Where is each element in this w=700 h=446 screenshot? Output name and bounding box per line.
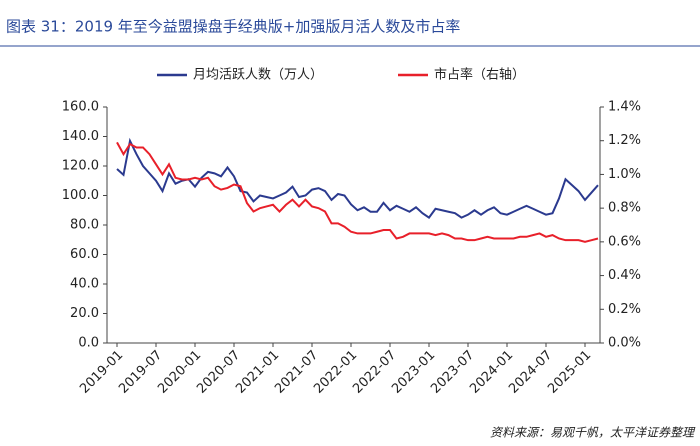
y2-tick-label: 0.6% (608, 234, 641, 249)
y2-tick-label: 1.0% (608, 167, 641, 182)
y-tick-label: 40.0 (70, 277, 99, 292)
y2-tick-label: 0.4% (608, 268, 641, 283)
chart-title: 图表 31：2019 年至今益盟操盘手经典版+加强版月活人数及市占率 (6, 18, 460, 36)
x-tick-label: 2025-01 (545, 348, 594, 397)
y-tick-label: 120.0 (62, 159, 99, 174)
y-tick-label: 20.0 (70, 306, 99, 321)
y2-tick-label: 1.2% (608, 133, 641, 148)
y-tick-label: 80.0 (70, 218, 99, 233)
source-note: 资料来源：易观千帆，太平洋证券整理 (490, 426, 696, 440)
y-tick-label: 60.0 (70, 247, 99, 262)
y2-tick-label: 0.8% (608, 201, 641, 216)
series-line (116, 141, 599, 243)
legend-label: 市占率（右轴） (434, 67, 525, 83)
y2-tick-label: 0.0% (608, 336, 641, 351)
y-tick-label: 140.0 (62, 129, 99, 144)
y2-tick-label: 0.2% (608, 302, 641, 317)
y-tick-label: 160.0 (62, 100, 99, 115)
legend-label: 月均活跃人数（万人） (193, 68, 323, 83)
y-tick-label: 0.0 (78, 336, 99, 351)
series-line (116, 137, 599, 219)
y-tick-label: 100.0 (62, 188, 99, 203)
y2-tick-label: 1.4% (608, 100, 641, 115)
